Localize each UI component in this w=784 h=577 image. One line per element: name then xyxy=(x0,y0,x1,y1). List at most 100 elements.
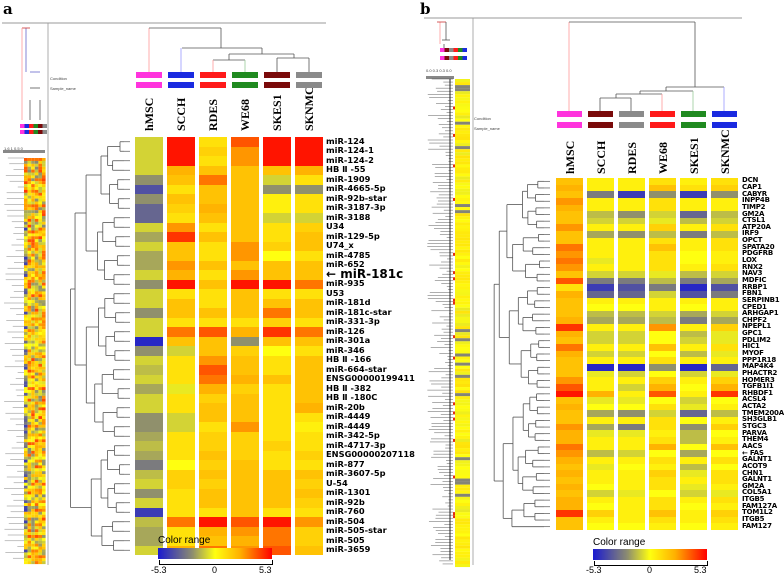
minimap-cell xyxy=(38,317,42,321)
heatmap-cell xyxy=(199,146,227,157)
minimap-cell xyxy=(27,456,32,460)
sample-name-label-a: Sample_name xyxy=(50,86,76,91)
minimap-cell xyxy=(453,411,455,415)
heatmap-cell xyxy=(649,310,676,318)
minimap-cell xyxy=(34,439,39,443)
heatmap-cell xyxy=(167,403,195,413)
minimap-cell xyxy=(24,450,28,454)
minimap-cell xyxy=(24,416,28,420)
minimap-cell xyxy=(31,271,35,275)
minimap-cell xyxy=(27,474,32,478)
minimap-cell xyxy=(31,323,35,327)
minimap-cell xyxy=(31,300,35,304)
heatmap-cell xyxy=(618,483,645,491)
minimap-cell xyxy=(34,482,39,486)
heatmap-cell xyxy=(199,165,227,176)
minimap-cell xyxy=(455,457,470,461)
minimap-cell xyxy=(42,334,46,338)
heatmap-cell xyxy=(556,324,583,332)
heatmap-cell xyxy=(135,479,163,489)
minimap-cell xyxy=(455,109,470,113)
heatmap-cell xyxy=(295,289,323,299)
minimap-cell xyxy=(42,245,46,248)
heatmap-cell xyxy=(263,165,291,176)
minimap-cell xyxy=(455,292,470,296)
minimap-cell xyxy=(455,527,470,531)
heatmap-cell xyxy=(135,203,163,214)
minimap-cell xyxy=(24,459,28,463)
minimap-cell xyxy=(31,343,35,347)
heatmap-cell xyxy=(649,516,676,524)
minimap-cell xyxy=(34,361,39,364)
minimap-cell xyxy=(31,303,35,306)
heatmap-cell xyxy=(618,237,645,245)
heatmap-cell xyxy=(711,297,738,305)
row-label: THEM4 xyxy=(742,435,769,444)
row-label: miR-4449 xyxy=(326,411,371,422)
sample-color-bar xyxy=(264,82,290,88)
heatmap-cell xyxy=(618,297,645,305)
heatmap-cell xyxy=(711,284,738,292)
minimap-cell xyxy=(27,276,32,280)
minimap-cell xyxy=(455,91,470,95)
minimap-cell xyxy=(24,537,28,541)
heatmap-cell xyxy=(263,232,291,242)
minimap-cell xyxy=(42,323,46,327)
minimap-cell xyxy=(27,477,32,480)
heatmap-cell xyxy=(263,374,291,385)
heatmap-cell xyxy=(231,213,259,223)
heatmap-cell xyxy=(135,365,163,375)
minimap-cell xyxy=(42,363,46,367)
heatmap-cell xyxy=(135,393,163,404)
minimap-cell xyxy=(27,274,32,277)
minimap-cell xyxy=(31,508,35,512)
heatmap-cell xyxy=(649,483,676,491)
minimap-cell xyxy=(455,509,470,513)
minimap-cell xyxy=(455,258,470,263)
heatmap-cell xyxy=(711,423,738,431)
heatmap-cell xyxy=(263,431,291,442)
minimap-cell xyxy=(455,399,470,403)
minimap-cell xyxy=(24,517,28,521)
heatmap-cell xyxy=(135,232,163,242)
minimap-cell xyxy=(27,184,32,188)
minimap-cell xyxy=(31,317,35,321)
minimap-cell xyxy=(34,216,39,219)
heatmap-cell xyxy=(295,403,323,413)
minimap-cell xyxy=(34,514,39,518)
minimap-cell xyxy=(38,366,42,370)
minimap-cell xyxy=(31,305,35,309)
heatmap-cell xyxy=(618,437,645,445)
minimap-cell xyxy=(27,407,32,411)
heatmap-cell xyxy=(556,370,583,378)
row-label: miR-4665-5p xyxy=(326,183,386,194)
minimap-cell xyxy=(27,297,32,301)
minimap-cell xyxy=(27,166,32,170)
minimap-cell xyxy=(42,340,46,344)
heatmap-cell xyxy=(618,516,645,524)
minimap-cell xyxy=(455,365,470,369)
minimap-cell xyxy=(34,546,39,550)
minimap-cell xyxy=(38,192,42,196)
minimap-cell xyxy=(24,387,28,391)
panel-label-b: b xyxy=(420,0,431,18)
heatmap-cell xyxy=(295,260,323,271)
heatmap-cell xyxy=(711,510,738,518)
minimap-cell xyxy=(24,343,28,347)
minimap-cell xyxy=(42,526,46,530)
heatmap-cell xyxy=(618,377,645,385)
heatmap-cell xyxy=(587,330,614,338)
heatmap-cell xyxy=(649,337,676,345)
minimap-cell xyxy=(455,542,470,546)
heatmap-cell xyxy=(199,422,227,432)
minimap-cell xyxy=(31,474,35,478)
minimap-cell xyxy=(24,239,28,243)
heatmap-cell xyxy=(199,441,227,451)
minimap-cell xyxy=(27,494,32,498)
row-label: MDFIC xyxy=(742,275,767,284)
minimap-cell xyxy=(24,245,28,248)
heatmap-cell xyxy=(618,423,645,431)
heatmap-cell xyxy=(295,393,323,404)
row-label: PHACTR2 xyxy=(742,368,778,377)
minimap-cell xyxy=(34,300,39,304)
